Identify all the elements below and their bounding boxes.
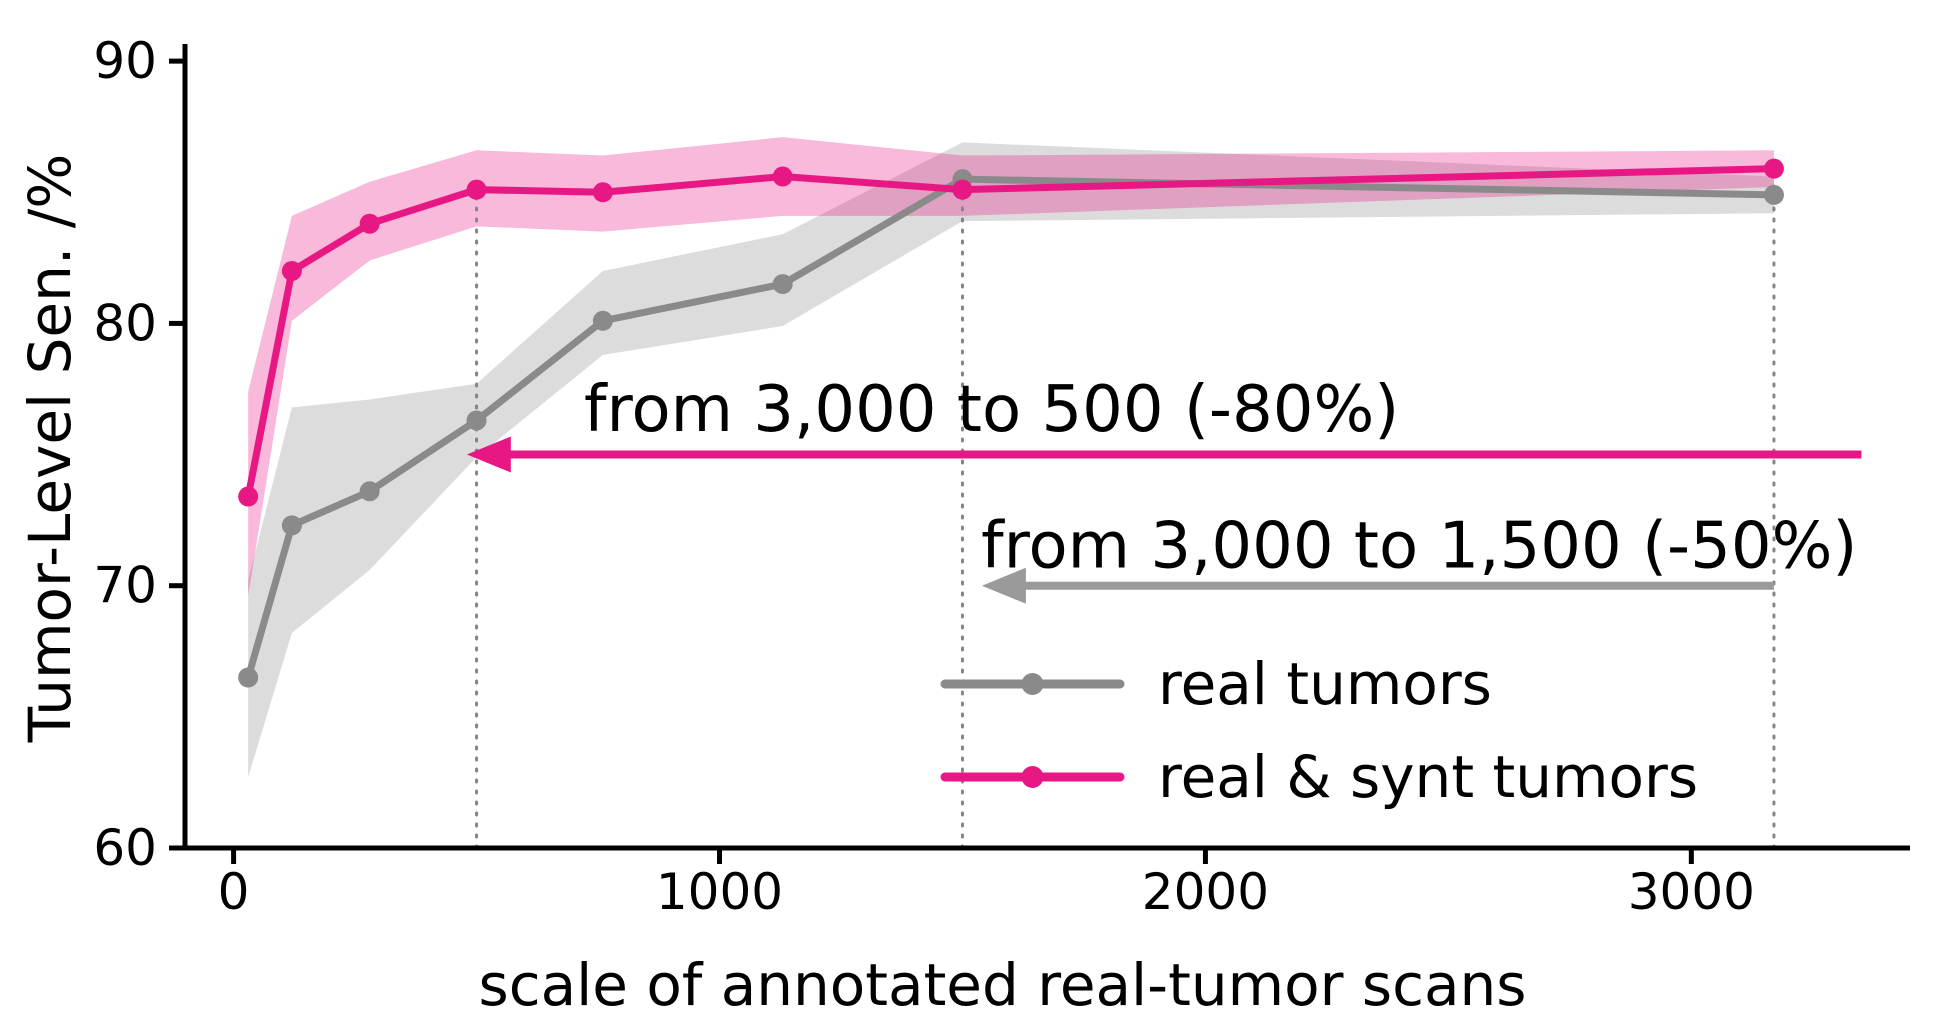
series-marker-real-tumors: [466, 410, 487, 431]
y-axis-label: Tumor-Level Sen. /%: [16, 154, 84, 744]
legend-marker-real-synt-tumors: [1021, 766, 1044, 788]
y-tick-label: 60: [93, 819, 157, 877]
synt-annotation-reduction-text: from 3,000 to 500 (-80%): [584, 373, 1399, 447]
x-axis-label: scale of annotated real-tumor scans: [479, 951, 1527, 1019]
legend-label-real-synt-tumors: real & synt tumors: [1158, 743, 1698, 811]
real-annotation-reduction-arrow-head: [981, 567, 1026, 604]
series-marker-real-synt-tumors: [466, 179, 487, 200]
series-marker-real-tumors: [592, 310, 613, 331]
synt-annotation-reduction-arrow-head: [466, 436, 511, 473]
legend-label-real-tumors: real tumors: [1158, 650, 1492, 718]
series-marker-real-synt-tumors: [281, 260, 302, 281]
confidence-band-real-tumors: [248, 142, 1774, 778]
series-marker-real-tumors: [1763, 184, 1784, 205]
series-marker-real-synt-tumors: [359, 213, 380, 234]
series-marker-real-tumors: [772, 274, 793, 295]
series-marker-real-tumors: [359, 481, 380, 502]
series-marker-real-synt-tumors: [238, 486, 259, 507]
series-marker-real-synt-tumors: [1763, 158, 1784, 179]
real-annotation-reduction-text: from 3,000 to 1,500 (-50%): [981, 509, 1857, 583]
x-tick-label: 0: [218, 863, 250, 921]
series-marker-real-tumors: [281, 515, 302, 536]
series-marker-real-tumors: [238, 667, 259, 688]
series-marker-real-synt-tumors: [952, 179, 973, 200]
series-line-real-synt-tumors: [244, 165, 1778, 501]
legend-marker-real-tumors: [1021, 673, 1044, 695]
confidence-band-real-synt-tumors: [248, 137, 1774, 597]
y-tick-label: 80: [93, 294, 157, 352]
series-marker-real-synt-tumors: [592, 182, 613, 203]
x-tick-label: 2000: [1142, 863, 1269, 921]
series-line-real-tumors: [244, 175, 1778, 682]
x-tick-label: 1000: [656, 863, 783, 921]
y-tick-label: 90: [93, 32, 157, 90]
series-marker-real-synt-tumors: [772, 166, 793, 187]
x-tick-label: 3000: [1628, 863, 1755, 921]
y-tick-label: 70: [93, 557, 157, 615]
